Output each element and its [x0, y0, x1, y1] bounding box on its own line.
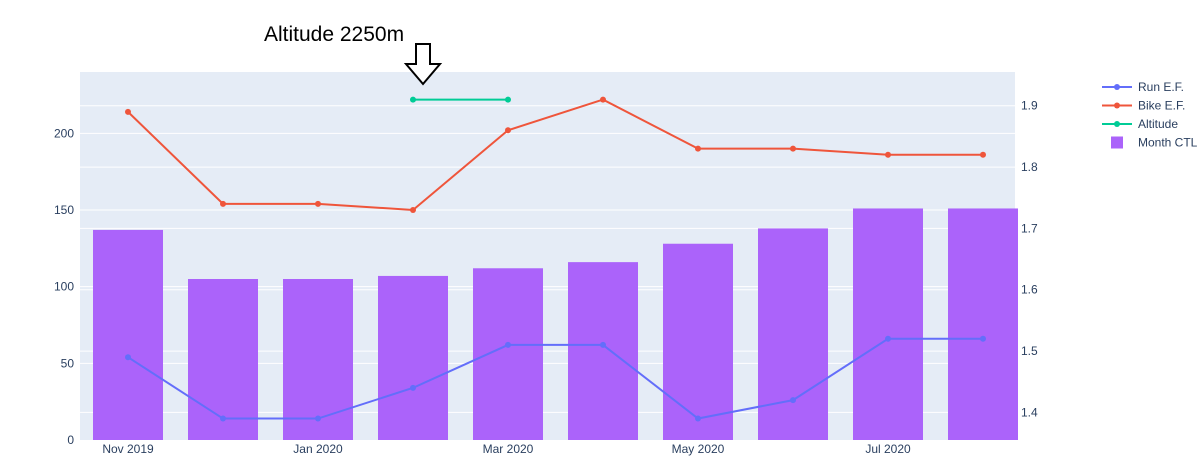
series-point[interactable] [125, 108, 131, 115]
legend-label: Bike E.F. [1138, 99, 1185, 113]
annotation-text: Altitude 2250m [264, 23, 404, 46]
series-point[interactable] [695, 415, 701, 422]
x-tick-label: Jan 2020 [293, 442, 343, 456]
series-point[interactable] [600, 96, 606, 103]
series-point[interactable] [505, 96, 511, 103]
bar[interactable] [188, 279, 258, 440]
y-right-tick-label: 1.5 [1021, 344, 1038, 358]
y-left-tick-label: 200 [54, 126, 74, 140]
bar[interactable] [853, 208, 923, 440]
x-tick-label: May 2020 [672, 442, 725, 456]
y-right-tick-label: 1.9 [1021, 99, 1038, 113]
legend-bar-swatch [1111, 136, 1123, 149]
bar[interactable] [378, 275, 448, 440]
bar[interactable] [758, 228, 828, 440]
series-point[interactable] [410, 384, 416, 391]
series-point[interactable] [695, 145, 701, 152]
legend-item[interactable]: Month CTL [1111, 136, 1198, 150]
legend-point-swatch [1114, 102, 1120, 109]
bar-series-month-ctl [93, 208, 1018, 440]
legend-point-swatch [1114, 84, 1120, 90]
line-series [125, 96, 986, 422]
y-right-tick-label: 1.6 [1021, 283, 1038, 297]
series-point[interactable] [600, 341, 606, 348]
legend-label: Month CTL [1138, 136, 1198, 150]
series-point[interactable] [790, 145, 796, 152]
down-arrow-icon [403, 43, 443, 86]
series-line [127, 337, 983, 420]
series-point[interactable] [220, 200, 226, 207]
bar[interactable] [473, 268, 543, 440]
y-right-tick-label: 1.7 [1021, 221, 1038, 235]
series-point[interactable] [885, 151, 891, 158]
legend-item[interactable]: Run E.F. [1102, 80, 1184, 94]
series-point[interactable] [790, 397, 796, 404]
series-point[interactable] [410, 207, 416, 213]
annotation: Altitude 2250m [264, 23, 443, 86]
legend-point-swatch [1114, 121, 1120, 127]
legend-label: Run E.F. [1138, 80, 1184, 94]
series-point[interactable] [980, 335, 986, 342]
series-point[interactable] [125, 354, 131, 361]
y-left-tick-label: 0 [67, 433, 74, 447]
bar[interactable] [93, 229, 163, 440]
y-axis-left: 0 50 100 150 200 [54, 126, 74, 447]
series-line [127, 98, 983, 212]
y-axis-right: 1.4 1.5 1.6 1.7 1.8 1.9 [1021, 99, 1038, 420]
series-point[interactable] [410, 96, 416, 103]
series-point[interactable] [315, 415, 321, 422]
y-right-tick-label: 1.4 [1021, 405, 1038, 419]
x-tick-label: Nov 2019 [102, 442, 154, 456]
series-point[interactable] [505, 341, 511, 348]
bar[interactable] [663, 243, 733, 440]
bar[interactable] [283, 279, 353, 440]
y-left-tick-label: 100 [54, 280, 74, 294]
legend-label: Altitude [1138, 117, 1178, 131]
x-axis: Nov 2019 Jan 2020 Mar 2020 May 2020 Jul 2020 [102, 442, 911, 456]
legend[interactable]: Run E.F. Bike E.F. Altitude Month CTL [1102, 80, 1198, 150]
legend-item[interactable]: Altitude [1102, 117, 1178, 131]
y-right-tick-label: 1.8 [1021, 160, 1038, 174]
series-point[interactable] [220, 415, 226, 422]
legend-item[interactable]: Bike E.F. [1102, 99, 1185, 113]
series-point[interactable] [885, 335, 891, 342]
y-left-tick-label: 150 [54, 203, 74, 217]
x-tick-label: Jul 2020 [865, 442, 911, 456]
bar[interactable] [948, 208, 1018, 440]
series-point[interactable] [980, 151, 986, 158]
x-tick-label: Mar 2020 [483, 442, 534, 456]
series-point[interactable] [315, 200, 321, 207]
y-left-tick-label: 50 [61, 356, 75, 370]
series-point[interactable] [505, 127, 511, 134]
bar[interactable] [568, 262, 638, 440]
